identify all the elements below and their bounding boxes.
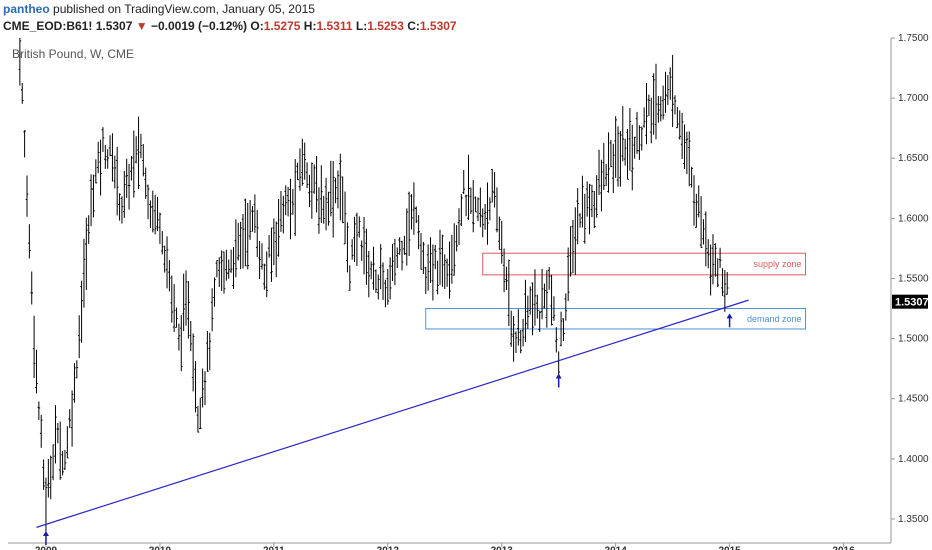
y-tick-label: 1.6000: [898, 213, 929, 224]
chart-title: British Pound, W, CME: [12, 47, 134, 61]
price-tag-label: 1.5307: [895, 297, 929, 309]
open-label: O:: [250, 19, 264, 33]
supply-zone: [482, 252, 807, 276]
y-tick-label: 1.6500: [898, 153, 929, 164]
support-trendline: [36, 299, 749, 528]
x-axis: 2009 2010 2011 2012 2013 2014 2015 2016: [35, 543, 855, 550]
annotations-layer: [36, 299, 749, 545]
y-tick-label: 1.5500: [898, 273, 929, 284]
zones-layer: supply zone demand zone: [425, 252, 807, 330]
symbol-name[interactable]: CME_EOD:B61!: [3, 19, 93, 33]
close-label: C:: [407, 19, 420, 33]
down-arrow-icon: ▼: [135, 19, 148, 33]
high-label: H:: [303, 19, 317, 33]
symbol-info-line: CME_EOD:B61! 1.5307 ▼ −0.0019 (−0.12%) O…: [3, 19, 457, 33]
x-tick-label: 2009: [35, 545, 58, 550]
y-tick-label: 1.7500: [898, 33, 929, 44]
low-value: 1.5253: [367, 19, 404, 33]
x-tick-label: 2016: [832, 545, 855, 550]
publish-text: published on TradingView.com, January 05…: [53, 2, 315, 16]
demand-zone-label: demand zone: [747, 314, 802, 324]
up-arrow-head-icon: [555, 373, 562, 379]
y-tick-label: 1.3500: [898, 514, 929, 525]
y-tick-label: 1.4500: [898, 394, 929, 405]
author-name[interactable]: pantheo: [3, 2, 50, 16]
supply-zone-label: supply zone: [754, 259, 802, 269]
y-axis: 1.3500 1.4000 1.4500 1.5000 1.5500 1.6000 1.65…: [891, 33, 929, 525]
last-price-tag: 1.5307: [892, 294, 929, 309]
x-tick-label: 2012: [377, 545, 400, 550]
up-arrow-head-icon: [42, 530, 49, 536]
open-value: 1.5275: [263, 19, 301, 33]
up-arrow-head-icon: [726, 313, 733, 319]
chart-header: pantheo published on TradingView.com, Ja…: [0, 0, 932, 38]
last-price: 1.5307: [95, 19, 133, 33]
demand-zone: [425, 308, 807, 330]
y-tick-label: 1.4000: [898, 454, 929, 465]
close-value: 1.5307: [419, 19, 457, 33]
price-change: −0.0019 (−0.12%): [150, 19, 248, 33]
price-bars: [18, 38, 729, 543]
y-tick-label: 1.5000: [898, 334, 929, 345]
x-tick-label: 2013: [491, 545, 514, 550]
high-value: 1.5311: [316, 19, 353, 33]
x-tick-label: 2010: [149, 545, 172, 550]
low-label: L:: [355, 19, 368, 33]
price-tag-bg: [892, 294, 928, 309]
x-tick-label: 2014: [605, 545, 628, 550]
x-tick-label: 2015: [718, 545, 741, 550]
y-tick-label: 1.7000: [898, 93, 929, 104]
publish-line: pantheo published on TradingView.com, Ja…: [3, 2, 315, 16]
x-tick-label: 2011: [263, 545, 285, 550]
